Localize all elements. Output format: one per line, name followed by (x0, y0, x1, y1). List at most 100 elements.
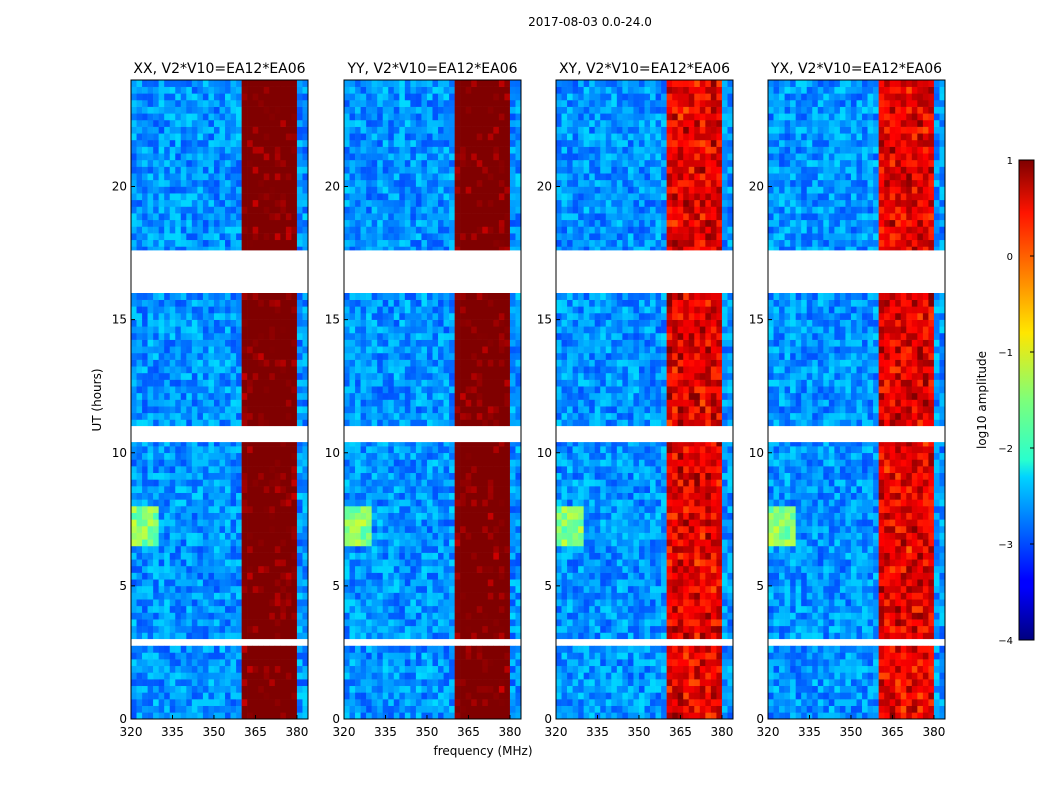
heatmap-cell (197, 106, 204, 114)
heatmap-cell (247, 119, 253, 127)
heatmap-cell (504, 632, 511, 640)
heatmap-cell (274, 699, 281, 706)
heatmap-cell (426, 552, 433, 560)
heatmap-cell (493, 459, 500, 467)
heatmap-cell (487, 645, 494, 653)
heatmap-cell (274, 86, 281, 94)
heatmap-cell (443, 599, 450, 607)
heatmap-cell (263, 679, 270, 687)
heatmap-cell (180, 466, 187, 474)
heatmap-cell (360, 332, 367, 340)
heatmap-cell (285, 199, 292, 207)
heatmap-cell (476, 359, 483, 367)
heatmap-cell (175, 699, 182, 706)
heatmap-cell (191, 572, 198, 580)
heatmap-cell (454, 306, 461, 314)
heatmap-cell (169, 512, 176, 520)
heatmap-cell (202, 679, 209, 687)
heatmap-cell (509, 679, 516, 687)
heatmap-cell (504, 659, 511, 667)
heatmap-cell (366, 579, 372, 587)
heatmap-cell (460, 479, 466, 487)
heatmap-cell (415, 372, 422, 380)
heatmap-cell (186, 119, 193, 127)
heatmap-cell (241, 299, 248, 307)
heatmap-cell (252, 439, 259, 447)
heatmap-cell (175, 332, 182, 340)
heatmap-cell (443, 399, 450, 407)
heatmap-cell (460, 459, 466, 467)
heatmap-cell (344, 479, 350, 487)
heatmap-cell (247, 392, 253, 400)
heatmap-cell (236, 472, 242, 480)
heatmap-cell (252, 585, 259, 593)
heatmap-cell (465, 392, 472, 400)
heatmap-cell (153, 153, 159, 161)
heatmap-cell (388, 419, 395, 427)
heatmap-cell (285, 219, 292, 227)
heatmap-cell (142, 446, 148, 454)
heatmap-cell (274, 346, 281, 354)
heatmap-cell (471, 406, 478, 414)
heatmap-cell (344, 705, 350, 713)
heatmap-cell (147, 246, 154, 254)
heatmap-cell (180, 199, 187, 207)
heatmap-cell (302, 106, 309, 114)
heatmap-cell (399, 539, 406, 547)
heatmap-cell (247, 106, 253, 114)
heatmap-cell (377, 293, 384, 300)
heatmap-cell (399, 612, 406, 620)
heatmap-cell (186, 512, 193, 520)
heatmap-cell (454, 226, 461, 234)
heatmap-cell (482, 246, 489, 254)
heatmap-cell (454, 612, 461, 620)
heatmap-cell (285, 439, 292, 447)
heatmap-cell (344, 346, 350, 354)
heatmap-cell (482, 665, 489, 673)
heatmap-cell (404, 585, 411, 593)
heatmap-cell (360, 206, 367, 214)
heatmap-cell (432, 692, 439, 700)
heatmap-cell (355, 612, 361, 620)
heatmap-cell (175, 233, 182, 241)
heatmap-cell (509, 226, 516, 234)
heatmap-cell (355, 572, 361, 580)
heatmap-cell (476, 352, 483, 360)
heatmap-cell (158, 592, 165, 600)
heatmap-cell (247, 193, 253, 201)
heatmap-cell (404, 386, 411, 394)
heatmap-cell (296, 446, 303, 454)
heatmap-cell (236, 446, 242, 454)
heatmap-cell (426, 539, 433, 547)
heatmap-cell (399, 525, 406, 533)
heatmap-cell (142, 705, 148, 713)
heatmap-cell (202, 705, 209, 713)
heatmap-cell (465, 605, 472, 613)
heatmap-cell (258, 312, 265, 320)
heatmap-cell (302, 492, 309, 500)
heatmap-cell (493, 352, 500, 360)
heatmap-cell (404, 692, 411, 700)
heatmap-cell (377, 459, 384, 467)
heatmap-cell (377, 439, 384, 447)
heatmap-cell (158, 512, 165, 520)
heatmap-cell (498, 352, 505, 360)
heatmap-cell (371, 685, 378, 693)
heatmap-cell (197, 446, 204, 454)
heatmap-cell (371, 386, 378, 394)
heatmap-cell (449, 459, 455, 467)
heatmap-cell (399, 379, 406, 387)
heatmap-cell (202, 133, 209, 141)
heatmap-cell (404, 592, 411, 600)
heatmap-cell (208, 206, 215, 214)
heatmap-cell (175, 472, 182, 480)
heatmap-cell (377, 486, 384, 493)
heatmap-cell (393, 452, 400, 460)
heatmap-cell (230, 239, 237, 247)
heatmap-cell (355, 472, 361, 480)
heatmap-cell (355, 692, 361, 700)
heatmap-cell (399, 412, 406, 420)
heatmap-cell (258, 605, 265, 613)
heatmap-cell (175, 585, 182, 593)
heatmap-cell (269, 552, 276, 560)
